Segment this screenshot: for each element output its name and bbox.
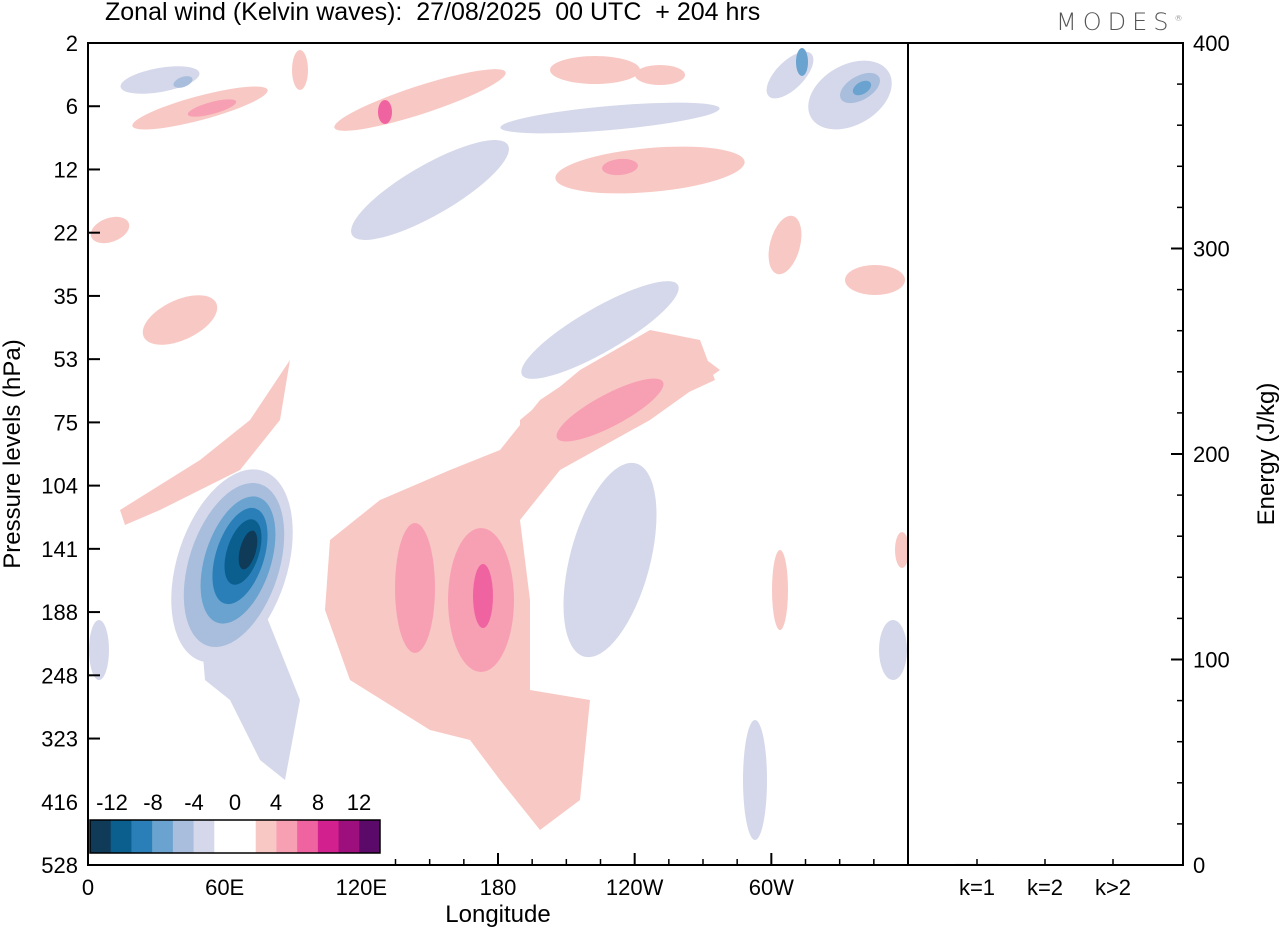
y-tick-label-5: 53 xyxy=(54,347,78,372)
colorbar-swatch-5 xyxy=(193,820,215,853)
pos-top-right xyxy=(635,65,685,85)
y-tick-label-2: 12 xyxy=(54,157,78,182)
pos-tongue-main xyxy=(325,340,720,830)
pos-band-35 xyxy=(845,265,905,295)
y-tick-label-10: 248 xyxy=(41,663,78,688)
y-tick-label-0: 2 xyxy=(66,31,78,56)
colorbar-label-6: 12 xyxy=(347,790,371,815)
x-axis: 0 60E 120E 180 120W 60W xyxy=(82,853,875,900)
neg-patch-240 xyxy=(563,462,657,658)
pos-streak-lower xyxy=(120,360,290,525)
y-tick-label-11: 323 xyxy=(41,727,78,752)
y-tick-label-13: 528 xyxy=(41,853,78,878)
y-tick-label-6: 75 xyxy=(54,410,78,435)
colorbar-swatch-8 xyxy=(255,820,277,853)
pos-core-12 xyxy=(602,158,638,176)
colorbar-swatch-10 xyxy=(297,820,319,853)
pos-core-6 xyxy=(187,99,237,117)
neg-band-8 xyxy=(500,102,720,134)
colorbar-swatch-9 xyxy=(276,820,298,853)
x-tick-label-2: 120E xyxy=(336,875,387,900)
energy-tick-label-4: 400 xyxy=(1193,31,1230,56)
y-tick-label-1: 6 xyxy=(66,94,78,119)
pos-band-75 xyxy=(556,378,664,442)
pos-patch-275 xyxy=(772,550,788,630)
energy-tick-label-0: 0 xyxy=(1193,853,1205,878)
x-tick-label-3: 180 xyxy=(480,875,517,900)
y-tick-label-9: 188 xyxy=(41,600,78,625)
pos-band-6b xyxy=(334,69,506,131)
y-axis: 2 6 12 22 35 53 75 104 141 188 248 323 416 528 xyxy=(41,31,100,878)
contour-field xyxy=(89,48,908,840)
y-tick-label-12: 416 xyxy=(41,790,78,815)
colorbar-label-0: -12 xyxy=(96,790,128,815)
neg-patch-290 xyxy=(743,720,767,840)
colorbar-label-1: -8 xyxy=(143,790,163,815)
colorbar-label-3: 0 xyxy=(229,790,241,815)
colorbar-swatch-13 xyxy=(359,820,381,853)
neg-patch-left xyxy=(89,620,109,680)
energy-frame xyxy=(907,42,1184,866)
neg-core-l6 xyxy=(238,530,258,570)
energy-tick-label-2: 200 xyxy=(1193,442,1230,467)
colorbar-swatch-2 xyxy=(131,820,153,853)
colorbar-swatch-6 xyxy=(214,820,236,853)
energy-category-k=2: k=2 xyxy=(1027,875,1063,900)
energy-category-k=1: k=1 xyxy=(959,875,995,900)
colorbar-swatch-3 xyxy=(152,820,174,853)
pos-patch-right xyxy=(895,532,908,568)
x-tick-label-1: 60E xyxy=(205,875,244,900)
pos-band-6c xyxy=(550,56,640,84)
pos-band-12 xyxy=(555,146,745,194)
pos-band-22 xyxy=(768,215,802,275)
colorbar-swatch-0 xyxy=(90,820,112,853)
x-tick-label-5: 60W xyxy=(749,875,794,900)
y-tick-label-8: 141 xyxy=(41,537,78,562)
energy-axis: 0 100 200 300 400 xyxy=(1171,31,1230,878)
y-axis-label: Pressure levels (hPa) xyxy=(0,339,26,568)
neg-band-mid xyxy=(521,281,679,379)
x-tick-label-0: 0 xyxy=(82,875,94,900)
pos-patch-35 xyxy=(142,295,218,345)
energy-tick-label-3: 300 xyxy=(1193,237,1230,262)
neg-band-12 xyxy=(351,140,509,240)
colorbar-label-5: 8 xyxy=(312,790,324,815)
y-tick-label-4: 35 xyxy=(54,284,78,309)
pos-max-173 xyxy=(473,564,493,628)
pos-top-mid xyxy=(292,50,308,90)
energy-bars: k=1 k=2 k>2 xyxy=(955,859,1135,900)
brand-mark: ® xyxy=(1174,14,1183,23)
colorbar: -12 -8 -4 0 4 8 12 xyxy=(89,789,381,864)
neg-patch-330 xyxy=(879,620,907,680)
x-tick-label-4: 120W xyxy=(606,875,664,900)
colorbar-frame xyxy=(89,819,381,854)
colorbar-swatch-7 xyxy=(235,820,257,853)
pos-patch-22 xyxy=(90,216,130,244)
y-tick-label-7: 104 xyxy=(41,474,78,499)
colorbar-swatch-11 xyxy=(317,820,340,853)
neg-top-left-core xyxy=(173,76,193,88)
neg-top-right2-core xyxy=(796,48,808,76)
pos-core-6b xyxy=(378,100,392,124)
chart-title: Zonal wind (Kelvin waves): 27/08/2025 00… xyxy=(105,0,761,26)
energy-tick-label-1: 100 xyxy=(1193,648,1230,673)
energy-category-k>2: k>2 xyxy=(1095,875,1131,900)
colorbar-swatch-4 xyxy=(172,820,195,853)
colorbar-label-4: 4 xyxy=(270,790,282,815)
x-axis-label: Longitude xyxy=(445,901,550,928)
pos-core-140 xyxy=(395,523,435,653)
neg-top-right-max xyxy=(852,80,872,96)
brand-logo: MODES® xyxy=(1056,8,1182,36)
colorbar-swatch-1 xyxy=(110,820,132,853)
colorbar-label-2: -4 xyxy=(184,790,204,815)
colorbar-swatch-12 xyxy=(338,820,360,853)
y-tick-label-3: 22 xyxy=(54,221,78,246)
brand-name: MODES xyxy=(1056,8,1175,36)
energy-axis-label: Energy (J/kg) xyxy=(1253,383,1280,526)
